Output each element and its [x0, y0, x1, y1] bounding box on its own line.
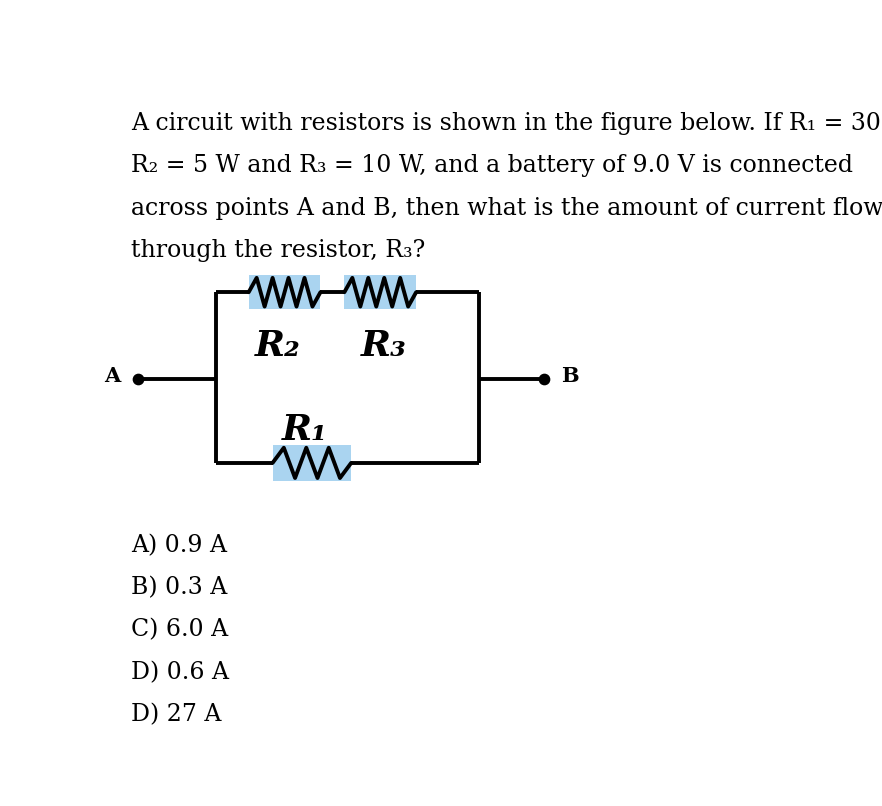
Text: D) 0.6 A: D) 0.6 A	[131, 661, 228, 683]
Text: R₁: R₁	[282, 413, 328, 447]
Text: R₂ = 5 W and R₃ = 10 W, and a battery of 9.0 V is connected: R₂ = 5 W and R₃ = 10 W, and a battery of…	[131, 155, 853, 177]
Text: across points A and B, then what is the amount of current flowing: across points A and B, then what is the …	[131, 197, 882, 220]
Point	[131, 372, 145, 385]
Text: R₂: R₂	[255, 330, 301, 364]
Text: through the resistor, R₃?: through the resistor, R₃?	[131, 239, 425, 262]
FancyBboxPatch shape	[344, 275, 416, 310]
Text: C) 6.0 A: C) 6.0 A	[131, 619, 228, 642]
Text: R₃: R₃	[361, 330, 407, 364]
Text: A) 0.9 A: A) 0.9 A	[131, 534, 227, 557]
Point	[537, 372, 551, 385]
Text: A: A	[104, 366, 121, 386]
FancyBboxPatch shape	[249, 275, 320, 310]
Text: A circuit with resistors is shown in the figure below. If R₁ = 30 W,: A circuit with resistors is shown in the…	[131, 112, 882, 135]
Text: B: B	[562, 366, 579, 386]
FancyBboxPatch shape	[273, 445, 351, 481]
Text: D) 27 A: D) 27 A	[131, 703, 221, 726]
Text: B) 0.3 A: B) 0.3 A	[131, 576, 227, 600]
